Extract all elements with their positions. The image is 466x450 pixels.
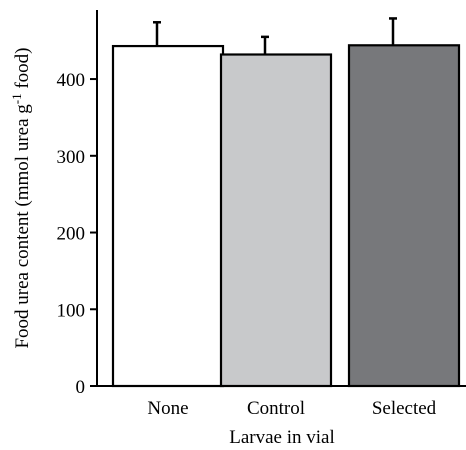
bar-control xyxy=(219,53,333,388)
y-tick-label: 100 xyxy=(57,300,86,321)
x-tick-label: Control xyxy=(247,398,305,419)
y-axis-label: Food urea content (mmol urea g-1 food) xyxy=(9,47,34,348)
x-tick-label: None xyxy=(147,398,188,419)
y-tick-label: 0 xyxy=(76,377,86,398)
y-ticks-group: 0 100 200 300 400 xyxy=(57,70,97,398)
y-tick-label: 200 xyxy=(57,224,86,245)
x-tick-labels-group: None Control Selected xyxy=(147,398,436,419)
bars-group xyxy=(111,44,461,388)
y-axis-label-suffix: food) xyxy=(12,47,33,93)
y-axis-label-main: Food urea content (mmol urea g xyxy=(12,104,33,349)
x-axis-label: Larvae in vial xyxy=(229,427,335,448)
bar-selected xyxy=(347,44,461,388)
bar-none xyxy=(111,44,225,388)
y-axis-label-superscript: -1 xyxy=(9,93,24,104)
x-tick-label: Selected xyxy=(372,398,437,419)
y-tick-label: 400 xyxy=(57,70,86,91)
y-tick-label: 300 xyxy=(57,147,86,168)
error-bars-group xyxy=(153,17,397,55)
